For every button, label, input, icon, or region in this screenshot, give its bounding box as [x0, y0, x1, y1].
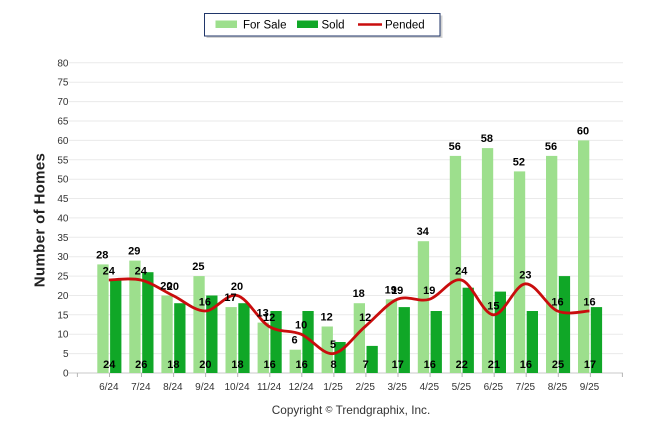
- svg-text:58: 58: [481, 133, 493, 145]
- svg-text:9/24: 9/24: [195, 382, 215, 393]
- svg-text:80: 80: [57, 58, 69, 69]
- svg-text:6/24: 6/24: [99, 382, 119, 393]
- svg-text:9/25: 9/25: [580, 382, 600, 393]
- svg-text:24: 24: [103, 359, 116, 371]
- svg-text:10: 10: [57, 330, 69, 341]
- svg-text:12/24: 12/24: [289, 382, 314, 393]
- svg-text:6: 6: [292, 335, 298, 347]
- svg-text:For Sale: For Sale: [243, 20, 286, 32]
- svg-text:Sold: Sold: [322, 20, 345, 32]
- svg-text:29: 29: [128, 246, 140, 258]
- svg-text:23: 23: [519, 269, 531, 281]
- svg-text:16: 16: [520, 359, 532, 371]
- svg-text:50: 50: [57, 175, 69, 186]
- svg-text:20: 20: [231, 281, 243, 293]
- svg-text:12: 12: [263, 312, 275, 324]
- svg-text:5/25: 5/25: [452, 382, 472, 393]
- svg-text:0: 0: [63, 369, 69, 380]
- svg-text:11/24: 11/24: [257, 382, 282, 393]
- svg-text:Number of Homes: Number of Homes: [32, 153, 49, 287]
- svg-text:20: 20: [167, 281, 179, 293]
- svg-text:35: 35: [57, 233, 69, 244]
- svg-text:25: 25: [552, 359, 564, 371]
- svg-text:17: 17: [224, 292, 236, 304]
- svg-text:24: 24: [455, 266, 468, 278]
- svg-text:19: 19: [423, 285, 435, 297]
- svg-text:70: 70: [57, 97, 69, 108]
- svg-text:18: 18: [353, 288, 365, 300]
- svg-text:12: 12: [320, 312, 332, 324]
- svg-text:7: 7: [363, 359, 369, 371]
- svg-text:12: 12: [359, 312, 371, 324]
- svg-text:16: 16: [263, 359, 275, 371]
- svg-text:18: 18: [231, 359, 243, 371]
- svg-text:10: 10: [295, 320, 307, 332]
- svg-text:60: 60: [57, 136, 69, 147]
- svg-text:Copyright © Trendgraphix, Inc.: Copyright © Trendgraphix, Inc.: [272, 403, 431, 417]
- svg-text:19: 19: [391, 285, 403, 297]
- svg-text:20: 20: [199, 359, 211, 371]
- svg-text:5: 5: [330, 339, 336, 351]
- svg-text:65: 65: [57, 117, 69, 128]
- svg-text:3/25: 3/25: [387, 382, 407, 393]
- svg-text:16: 16: [424, 359, 436, 371]
- svg-text:19: 19: [385, 284, 397, 296]
- svg-text:28: 28: [96, 249, 108, 261]
- svg-text:16: 16: [295, 359, 307, 371]
- svg-text:8/25: 8/25: [548, 382, 568, 393]
- svg-text:16: 16: [551, 297, 563, 309]
- svg-text:16: 16: [583, 297, 595, 309]
- svg-text:15: 15: [57, 310, 69, 321]
- svg-text:13: 13: [256, 308, 268, 320]
- svg-text:7/24: 7/24: [131, 382, 151, 393]
- svg-text:20: 20: [160, 281, 172, 293]
- svg-text:60: 60: [577, 125, 589, 137]
- svg-text:26: 26: [135, 359, 147, 371]
- svg-text:25: 25: [57, 272, 69, 283]
- svg-text:5: 5: [63, 349, 69, 360]
- svg-text:24: 24: [103, 266, 116, 278]
- svg-text:55: 55: [57, 155, 69, 166]
- svg-text:20: 20: [57, 291, 69, 302]
- svg-text:24: 24: [135, 266, 148, 278]
- svg-text:2/25: 2/25: [355, 382, 375, 393]
- svg-text:21: 21: [488, 359, 500, 371]
- svg-text:56: 56: [545, 141, 557, 153]
- svg-text:Pended: Pended: [385, 20, 425, 32]
- svg-text:45: 45: [57, 194, 69, 205]
- svg-text:75: 75: [57, 78, 69, 89]
- svg-text:25: 25: [192, 261, 204, 273]
- svg-text:16: 16: [199, 297, 211, 309]
- svg-text:18: 18: [167, 359, 179, 371]
- svg-text:30: 30: [57, 252, 69, 263]
- svg-text:10/24: 10/24: [224, 382, 249, 393]
- svg-text:6/25: 6/25: [484, 382, 504, 393]
- svg-text:22: 22: [456, 359, 468, 371]
- svg-text:56: 56: [449, 141, 461, 153]
- svg-text:17: 17: [392, 359, 404, 371]
- svg-text:4/25: 4/25: [420, 382, 440, 393]
- svg-text:7/25: 7/25: [516, 382, 536, 393]
- svg-text:52: 52: [513, 156, 525, 168]
- svg-text:8/24: 8/24: [163, 382, 183, 393]
- svg-text:34: 34: [417, 226, 430, 238]
- svg-text:40: 40: [57, 213, 69, 224]
- svg-text:1/25: 1/25: [323, 382, 343, 393]
- svg-text:17: 17: [584, 359, 596, 371]
- svg-text:8: 8: [331, 359, 337, 371]
- svg-text:15: 15: [487, 300, 499, 312]
